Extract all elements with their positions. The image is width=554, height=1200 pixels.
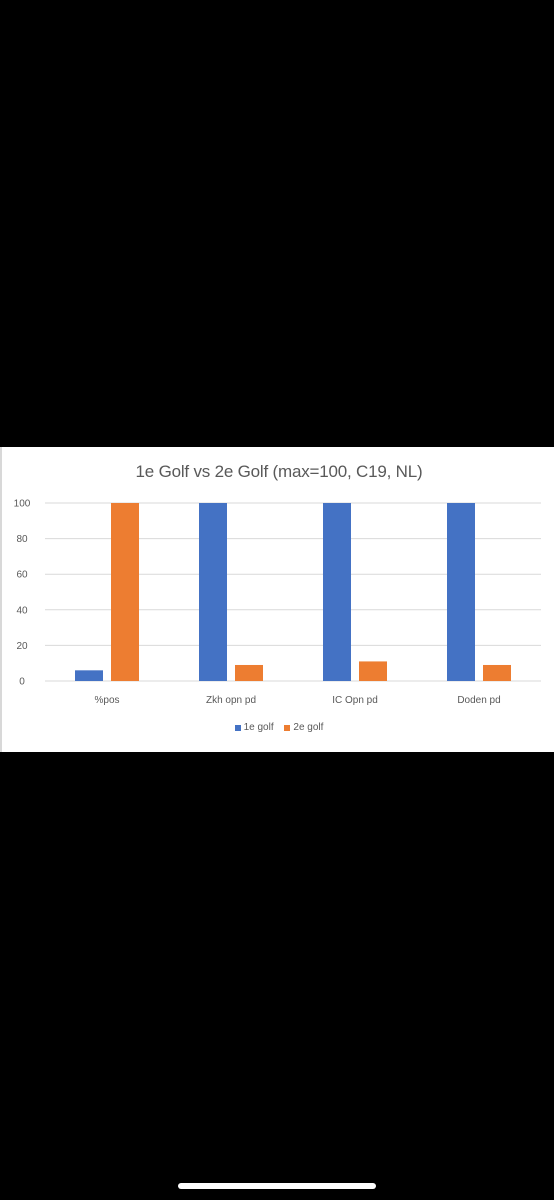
bar-series-1-1 bbox=[199, 503, 227, 681]
x-tick-label: Zkh opn pd bbox=[206, 695, 256, 706]
x-tick-label: %pos bbox=[94, 695, 119, 706]
bar-series-2-1 bbox=[235, 664, 263, 681]
bar-series-1-2 bbox=[323, 503, 351, 681]
legend-swatch-series-1 bbox=[234, 724, 241, 731]
x-tick-label: Doden pd bbox=[457, 695, 500, 706]
x-tick-label: IC Opn pd bbox=[332, 695, 378, 706]
bar-series-2-3 bbox=[483, 664, 511, 681]
chart-card: 1e Golf vs 2e Golf (max=100, C19, NL) 0 2… bbox=[0, 447, 554, 752]
bar-series-1-0 bbox=[75, 670, 103, 681]
legend-item-series-2: 2e golf bbox=[284, 722, 323, 733]
y-tick-label: 40 bbox=[16, 605, 28, 616]
chart-legend: 1e golf 2e golf bbox=[2, 722, 554, 733]
legend-item-series-1: 1e golf bbox=[234, 722, 274, 733]
legend-swatch-series-2 bbox=[284, 724, 291, 731]
home-indicator[interactable] bbox=[178, 1183, 376, 1189]
chart-title: 1e Golf vs 2e Golf (max=100, C19, NL) bbox=[135, 462, 423, 481]
legend-label-series-2: 2e golf bbox=[293, 722, 324, 733]
bar-series-1-3 bbox=[447, 503, 475, 681]
y-tick-label: 60 bbox=[16, 570, 28, 581]
bar-series-2-0 bbox=[111, 503, 139, 681]
y-tick-label: 0 bbox=[19, 677, 25, 688]
legend-label-series-1: 1e golf bbox=[243, 722, 274, 733]
chart-plot: 0 20 40 60 80 100 %pos Zkh opn pd IC Opn pd Doden… bbox=[14, 499, 541, 706]
y-tick-label: 20 bbox=[16, 641, 28, 652]
y-tick-label: 80 bbox=[16, 534, 28, 545]
bar-series-2-2 bbox=[359, 661, 387, 681]
y-tick-label: 100 bbox=[14, 499, 31, 510]
